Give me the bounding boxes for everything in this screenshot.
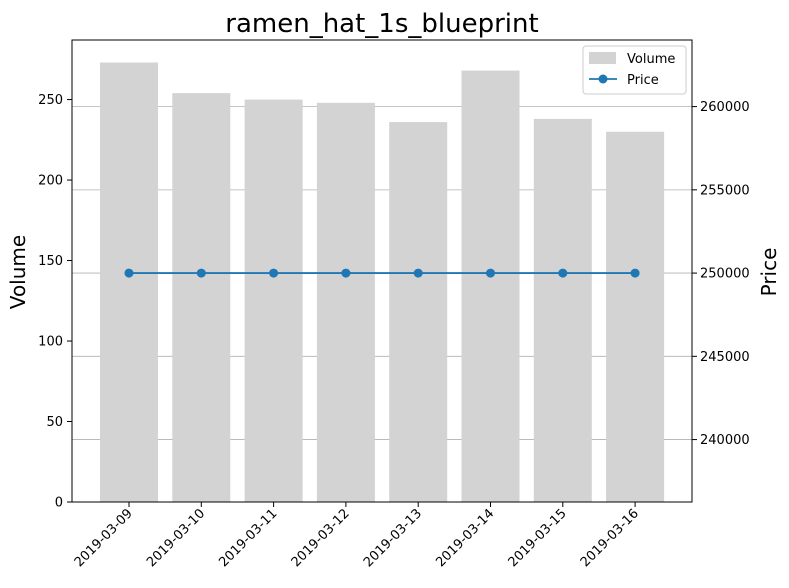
volume-bars <box>100 62 665 503</box>
legend-price-label: Price <box>627 73 659 88</box>
y2-tick-label: 255000 <box>700 183 750 198</box>
x-tick-label: 2019-03-15 <box>506 506 570 570</box>
x-tick-label: 2019-03-10 <box>144 506 208 570</box>
y-tick-label: 150 <box>38 254 63 269</box>
right-axis: 240000 245000 250000 255000 260000 <box>692 100 750 448</box>
x-tick-label: 2019-03-11 <box>216 506 280 570</box>
price-point <box>413 268 423 278</box>
y-tick-label: 50 <box>46 415 63 430</box>
volume-bar <box>244 99 303 502</box>
x-axis: 2019-03-09 2019-03-10 2019-03-11 2019-03-12… <box>72 502 642 570</box>
volume-bar <box>100 62 158 502</box>
price-point <box>630 268 640 278</box>
y2-axis-label: Price <box>757 248 781 297</box>
price-point <box>341 268 351 278</box>
y2-tick-label: 260000 <box>700 100 750 115</box>
volume-bar <box>389 122 448 502</box>
legend-volume-label: Volume <box>627 52 675 67</box>
volume-bar <box>461 70 520 503</box>
y-axis-label: Volume <box>6 235 30 309</box>
y-tick-label: 0 <box>55 496 63 511</box>
legend: Volume Price <box>582 45 687 95</box>
legend-volume-swatch <box>589 52 616 64</box>
x-tick-label: 2019-03-13 <box>361 506 425 570</box>
y-tick-label: 200 <box>38 174 63 189</box>
volume-bar <box>606 131 665 502</box>
price-point <box>196 268 206 278</box>
price-line <box>124 268 640 278</box>
volume-bar <box>533 118 592 502</box>
chart-title: ramen_hat_1s_blueprint <box>225 9 538 39</box>
plot-frame <box>71 39 693 503</box>
price-point <box>269 268 279 278</box>
legend-price-marker <box>598 74 608 84</box>
price-point <box>124 268 134 278</box>
y-tick-label: 100 <box>38 335 63 350</box>
x-tick-label: 2019-03-09 <box>72 506 136 570</box>
price-point <box>486 268 495 278</box>
y2-tick-label: 240000 <box>700 433 750 448</box>
left-axis: 0 50 100 150 200 250 <box>38 93 72 511</box>
volume-bar <box>316 102 375 502</box>
volume-bar <box>172 93 231 502</box>
y2-tick-label: 250000 <box>700 267 750 282</box>
y2-tick-label: 245000 <box>700 350 750 365</box>
x-tick-label: 2019-03-12 <box>289 506 353 570</box>
price-point <box>558 268 568 278</box>
x-tick-label: 2019-03-14 <box>433 506 497 570</box>
y-tick-label: 250 <box>38 93 63 108</box>
x-tick-label: 2019-03-16 <box>578 506 642 570</box>
